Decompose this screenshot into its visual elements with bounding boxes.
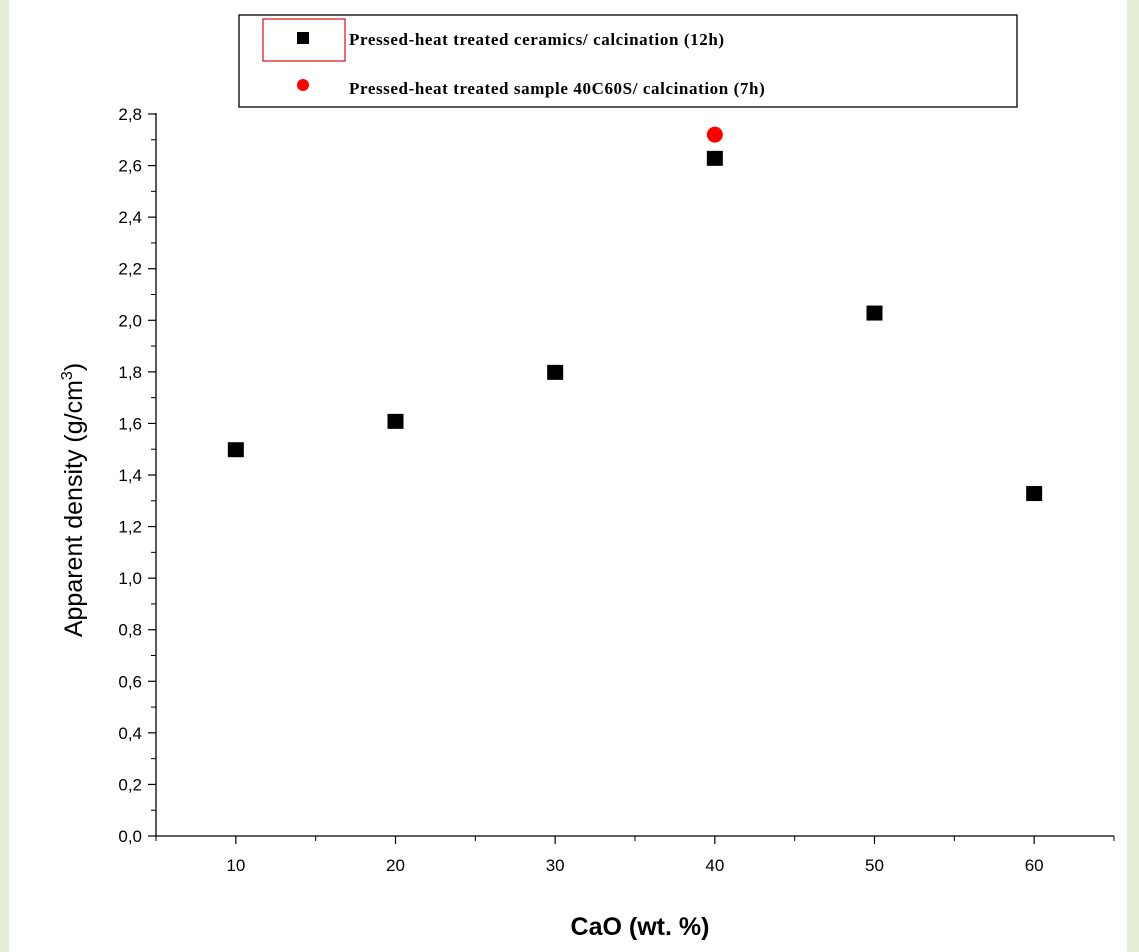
data-point-square: [1026, 486, 1043, 502]
y-tick-label: 1,6: [118, 414, 142, 433]
y-tick-label: 0,8: [118, 621, 142, 640]
data-point-square: [547, 364, 564, 380]
data-point-square: [227, 442, 244, 458]
x-axis-title: CaO (wt. %): [571, 913, 710, 941]
data-point-square: [387, 413, 404, 429]
chart-frame: 0,0 0,2 0,4 0,6 0,8 1,0 1,2 1,4 1,6 1,8 2,0 2,2 2,4 2…: [9, 0, 1127, 952]
scatter-chart: 0,0 0,2 0,4 0,6 0,8 1,0 1,2 1,4 1,6 1,8 2,0 2,2 2,4 2…: [59, 14, 1115, 941]
axes: [155, 113, 1114, 837]
x-axis-ticks: 10 20 30 40 50 60: [155, 836, 1115, 875]
y-tick-label: 0,2: [118, 775, 142, 794]
data-points: [227, 126, 1043, 502]
x-tick-label: 40: [705, 856, 724, 875]
y-tick-label: 0,4: [118, 724, 142, 743]
y-tick-label: 2,0: [118, 311, 142, 330]
data-point-square: [866, 305, 883, 321]
legend-label-series-2: Pressed-heat treated sample 40C60S/ calc…: [349, 79, 765, 98]
y-axis-ticks: 0,0 0,2 0,4 0,6 0,8 1,0 1,2 1,4 1,6 1,8 2,0 2,2 2,4 2…: [118, 105, 156, 846]
x-tick-label: 60: [1025, 856, 1044, 875]
y-tick-label: 2,6: [118, 157, 142, 176]
y-axis-title-suffix: ): [60, 363, 88, 371]
y-tick-label: 1,2: [118, 518, 142, 537]
y-tick-label: 0,0: [118, 827, 142, 846]
y-tick-label: 1,8: [118, 363, 142, 382]
legend-highlight-box: [262, 18, 346, 62]
legend-box: [238, 14, 1018, 108]
x-tick-label: 10: [226, 856, 245, 875]
y-tick-label: 1,4: [118, 466, 142, 485]
x-tick-label: 20: [386, 856, 405, 875]
x-tick-label: 50: [865, 856, 884, 875]
y-tick-label: 2,2: [118, 260, 142, 279]
y-tick-label: 2,8: [118, 105, 142, 124]
x-tick-label: 30: [546, 856, 565, 875]
y-tick-label: 1,0: [118, 569, 142, 588]
legend-label-series-1: Pressed-heat treated ceramics/ calcinati…: [349, 30, 725, 49]
legend-circle-marker: [297, 79, 309, 91]
y-tick-label: 2,4: [118, 208, 142, 227]
y-axis-title-superscript: 3: [59, 371, 76, 380]
legend-square-marker: [297, 32, 309, 44]
legend: Pressed-heat treated ceramics/ calcinati…: [238, 14, 1018, 108]
y-tick-label: 0,6: [118, 672, 142, 691]
data-point-square: [706, 150, 723, 166]
y-axis-title: Apparent density (g/cm3): [59, 363, 88, 637]
y-axis-title-main: Apparent density (g/cm: [60, 380, 88, 637]
data-point-circle: [706, 126, 723, 143]
